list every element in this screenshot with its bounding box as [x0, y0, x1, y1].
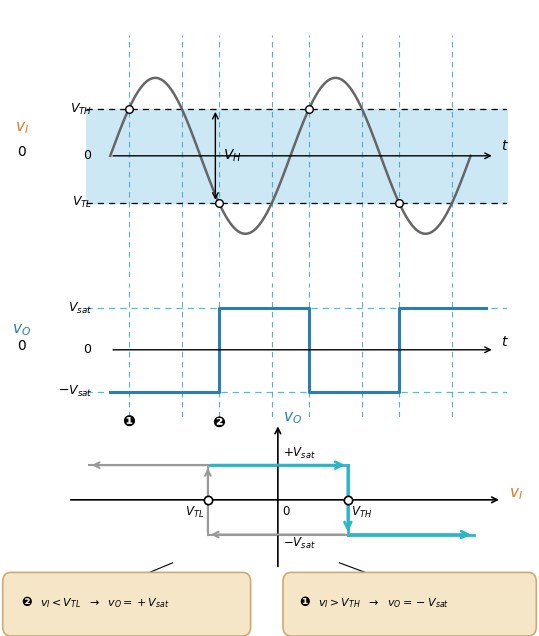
Text: ❷: ❷ [22, 597, 32, 609]
Text: $t$: $t$ [501, 139, 508, 153]
Text: $-V_{sat}$: $-V_{sat}$ [58, 384, 92, 399]
Text: $V_{TL}$: $V_{TL}$ [72, 195, 92, 210]
Text: $V_H$: $V_H$ [223, 148, 241, 164]
Text: $0$: $0$ [17, 339, 26, 353]
Text: $+V_{sat}$: $+V_{sat}$ [284, 446, 316, 461]
Text: $0$: $0$ [83, 149, 92, 162]
Text: $v_I$: $v_I$ [509, 486, 523, 502]
Text: $v_O$: $v_O$ [284, 411, 302, 427]
Text: ❶: ❶ [122, 415, 135, 429]
Text: ❶: ❶ [299, 597, 310, 609]
Text: $V_{TH}$: $V_{TH}$ [70, 102, 92, 116]
Text: $0$: $0$ [282, 505, 291, 518]
Text: $v_O$: $v_O$ [12, 323, 31, 338]
Text: ❷: ❷ [212, 415, 225, 429]
Text: $V_{TL}$: $V_{TL}$ [185, 505, 204, 520]
Text: $-V_{sat}$: $-V_{sat}$ [284, 536, 316, 551]
Text: $V_{TH}$: $V_{TH}$ [351, 505, 372, 520]
Text: $v_I > V_{TH}$  $\rightarrow$  $v_O = -V_{sat}$: $v_I > V_{TH}$ $\rightarrow$ $v_O = -V_{… [318, 596, 449, 610]
Text: $0$: $0$ [17, 145, 26, 159]
Text: www.elecfans.com: www.elecfans.com [346, 626, 430, 635]
Text: $V_{sat}$: $V_{sat}$ [68, 301, 92, 315]
Text: $v_I < V_{TL}$  $\rightarrow$  $v_O = +V_{sat}$: $v_I < V_{TL}$ $\rightarrow$ $v_O = +V_{… [40, 596, 170, 610]
Text: $t$: $t$ [501, 335, 508, 349]
Text: $0$: $0$ [83, 343, 92, 356]
Text: $v_I$: $v_I$ [15, 121, 29, 136]
